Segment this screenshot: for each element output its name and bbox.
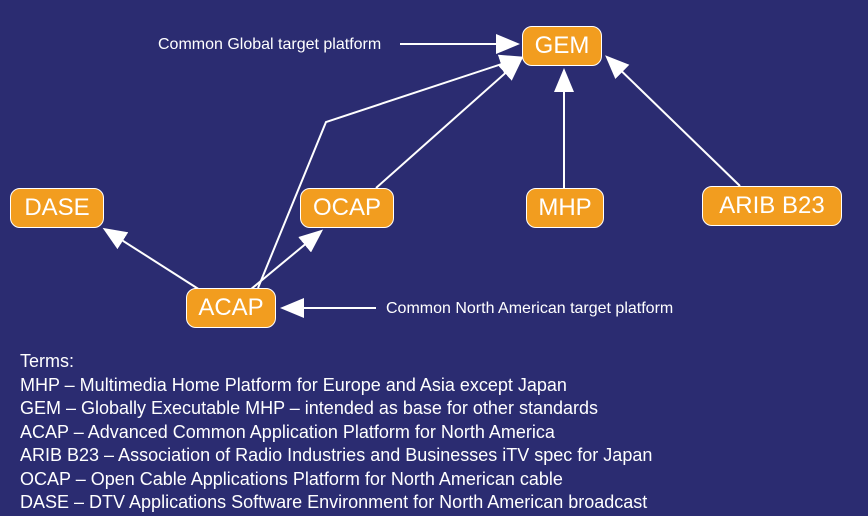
annotation-na: Common North American target platform (386, 300, 673, 318)
node-gem: GEM (522, 26, 602, 66)
node-ocap: OCAP (300, 188, 394, 228)
terms-heading: Terms: (20, 350, 652, 373)
node-arib: ARIB B23 (702, 186, 842, 226)
terms-line: OCAP – Open Cable Applications Platform … (20, 468, 652, 491)
terms-line: ACAP – Advanced Common Application Platf… (20, 421, 652, 444)
terms-line: GEM – Globally Executable MHP – intended… (20, 397, 652, 420)
node-mhp: MHP (526, 188, 604, 228)
node-acap: ACAP (186, 288, 276, 328)
terms-block: Terms: MHP – Multimedia Home Platform fo… (20, 350, 652, 515)
node-dase: DASE (10, 188, 104, 228)
terms-line: ARIB B23 – Association of Radio Industri… (20, 444, 652, 467)
terms-line: DASE – DTV Applications Software Environ… (20, 491, 652, 514)
annotation-global: Common Global target platform (158, 36, 381, 54)
terms-line: MHP – Multimedia Home Platform for Europ… (20, 374, 652, 397)
